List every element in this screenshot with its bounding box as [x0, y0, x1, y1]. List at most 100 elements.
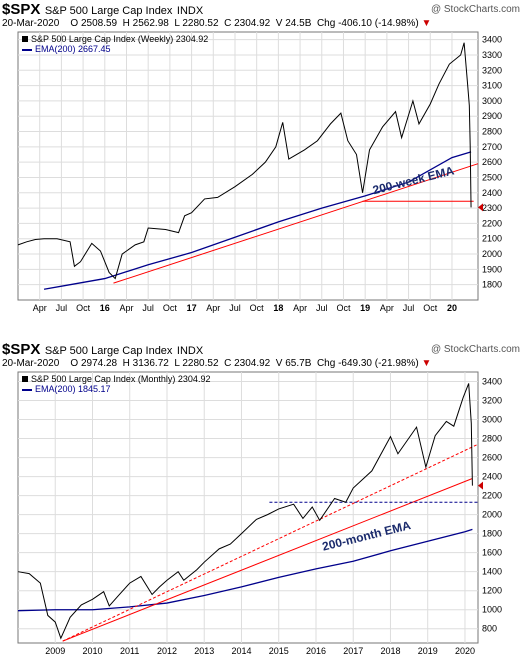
down-arrow-icon: ▼	[421, 18, 432, 29]
monthly-name: S&P 500 Large Cap Index	[44, 345, 173, 357]
x-tick-label: Jul	[229, 303, 241, 313]
y-tick-label: 1800	[482, 280, 502, 290]
x-tick-label: 18	[273, 303, 283, 313]
weekly-date: 20-Mar-2020	[2, 18, 60, 29]
x-tick-label: 2011	[120, 646, 139, 656]
y-tick-label: 1400	[482, 567, 502, 577]
weekly-quote: 20-Mar-2020 O 2508.59 H 2562.98 L 2280.5…	[2, 18, 524, 29]
y-tick-label: 3400	[482, 35, 502, 45]
weekly-volume: V 24.5B	[275, 18, 312, 29]
x-tick-label: Apr	[293, 303, 307, 313]
y-tick-label: 3300	[482, 50, 502, 60]
x-tick-label: 2018	[380, 646, 400, 656]
monthly-date: 20-Mar-2020	[2, 358, 60, 369]
monthly-change: Chg -649.30 (-21.98%)	[316, 358, 419, 369]
weekly-legend: S&P 500 Large Cap Index (Weekly) 2304.92…	[22, 34, 208, 54]
x-tick-label: 2010	[82, 646, 102, 656]
x-tick-label: Oct	[163, 303, 178, 313]
y-tick-label: 2200	[482, 218, 502, 228]
x-tick-label: Apr	[33, 303, 47, 313]
weekly-header: $SPX S&P 500 Large Cap Index INDX @ Stoc…	[2, 1, 524, 19]
down-arrow-icon: ▼	[421, 358, 432, 369]
x-tick-label: 2019	[418, 646, 438, 656]
y-tick-label: 2800	[482, 127, 502, 137]
monthly-legend-price: S&P 500 Large Cap Index (Monthly) 2304.9…	[22, 374, 210, 384]
y-tick-label: 3000	[482, 96, 502, 106]
y-tick-label: 2600	[482, 453, 502, 463]
monthly-legend: S&P 500 Large Cap Index (Monthly) 2304.9…	[22, 374, 210, 394]
y-tick-label: 2400	[482, 188, 502, 198]
x-tick-label: 19	[360, 303, 370, 313]
monthly-volume: V 65.7B	[275, 358, 312, 369]
monthly-open: O 2974.28	[70, 358, 118, 369]
x-tick-label: Jul	[403, 303, 415, 313]
weekly-chart-panel: $SPX S&P 500 Large Cap Index INDX @ Stoc…	[0, 0, 526, 318]
y-tick-label: 2600	[482, 157, 502, 167]
y-tick-label: 3000	[482, 415, 502, 425]
y-tick-label: 3200	[482, 396, 502, 406]
x-tick-label: Jul	[142, 303, 154, 313]
ema-swatch-icon	[22, 388, 32, 391]
y-tick-label: 2000	[482, 510, 502, 520]
weekly-exchange: INDX	[176, 5, 204, 17]
x-tick-label: Oct	[423, 303, 438, 313]
y-tick-label: 2100	[482, 234, 502, 244]
monthly-chart-panel: $SPX S&P 500 Large Cap Index INDX @ Stoc…	[0, 340, 526, 661]
price-swatch-icon	[22, 36, 28, 42]
monthly-exchange: INDX	[176, 345, 204, 357]
y-tick-label: 2500	[482, 172, 502, 182]
weekly-open: O 2508.59	[70, 18, 118, 29]
x-tick-label: 2009	[45, 646, 65, 656]
weekly-low: L 2280.52	[174, 18, 219, 29]
price-line	[17, 383, 473, 640]
y-tick-label: 2800	[482, 434, 502, 444]
weekly-legend-price: S&P 500 Large Cap Index (Weekly) 2304.92	[22, 34, 208, 44]
last-price-marker	[478, 481, 483, 490]
y-tick-label: 1800	[482, 529, 502, 539]
weekly-name: S&P 500 Large Cap Index	[44, 5, 173, 17]
trendline	[113, 163, 479, 284]
monthly-high: H 3136.72	[122, 358, 169, 369]
y-tick-label: 3200	[482, 65, 502, 75]
x-tick-label: 2016	[306, 646, 326, 656]
y-tick-label: 2000	[482, 249, 502, 259]
y-tick-label: 2900	[482, 111, 502, 121]
ema-line	[17, 528, 473, 612]
y-tick-label: 3400	[482, 377, 502, 387]
weekly-close: C 2304.92	[224, 18, 271, 29]
x-tick-label: 2014	[231, 646, 251, 656]
monthly-header: $SPX S&P 500 Large Cap Index INDX @ Stoc…	[2, 341, 524, 359]
y-tick-label: 1200	[482, 586, 502, 596]
x-tick-label: Apr	[206, 303, 220, 313]
price-line	[17, 42, 472, 280]
ema-swatch-icon	[22, 48, 32, 51]
x-tick-label: Jul	[316, 303, 328, 313]
weekly-change: Chg -406.10 (-14.98%)	[316, 18, 419, 29]
x-tick-label: 20	[447, 303, 457, 313]
x-tick-label: 2013	[194, 646, 214, 656]
y-tick-label: 1000	[482, 605, 502, 615]
monthly-legend-ema: EMA(200) 1845.17	[22, 384, 210, 394]
x-tick-label: 2012	[157, 646, 177, 656]
weekly-watermark: @ StockCharts.com	[430, 4, 520, 15]
y-tick-label: 3100	[482, 81, 502, 91]
x-tick-label: Apr	[119, 303, 133, 313]
plot-area	[17, 31, 479, 301]
monthly-quote: 20-Mar-2020 O 2974.28 H 3136.72 L 2280.5…	[2, 358, 524, 369]
y-tick-label: 1900	[482, 264, 502, 274]
y-tick-label: 800	[482, 624, 497, 634]
y-tick-label: 2700	[482, 142, 502, 152]
weekly-high: H 2562.98	[122, 18, 169, 29]
monthly-close: C 2304.92	[224, 358, 271, 369]
y-tick-label: 2300	[482, 203, 502, 213]
x-tick-label: Apr	[380, 303, 394, 313]
x-tick-label: 2020	[455, 646, 475, 656]
x-tick-label: Jul	[56, 303, 68, 313]
weekly-chart: 1800 1900 2000 2100 2200 2300 2400 2500 2600 2700…	[17, 31, 502, 313]
x-tick-label: Oct	[76, 303, 91, 313]
monthly-chart: 800 1000 1200 1400 1600 1800 2000 2200 2400 2600 2…	[17, 371, 502, 656]
y-tick-label: 2400	[482, 472, 502, 482]
trendline	[62, 478, 473, 642]
x-tick-label: Oct	[250, 303, 265, 313]
monthly-watermark: @ StockCharts.com	[430, 344, 520, 355]
